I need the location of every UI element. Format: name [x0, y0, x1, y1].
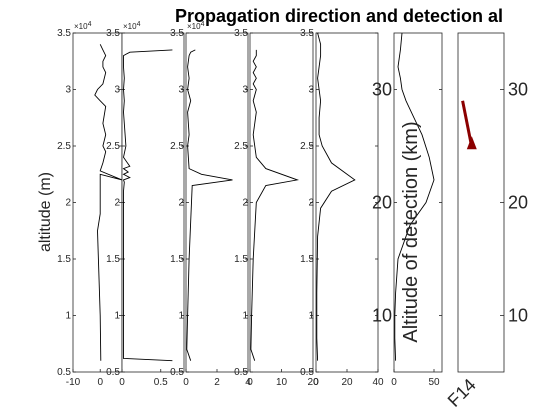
- profile-line: [94, 44, 123, 361]
- x-tick-label: 20: [341, 377, 353, 388]
- x-tick-label: -10: [66, 377, 81, 388]
- y-tick-label: 1: [114, 311, 120, 322]
- x-tick-label: 20: [307, 377, 319, 388]
- y-axis-label: altitude (m): [37, 172, 54, 252]
- y-tick-label: 1.5: [170, 254, 184, 265]
- panel-frame: [185, 32, 249, 373]
- panel-frame: [457, 32, 505, 373]
- profile-line: [186, 49, 233, 361]
- chart-title: Propagation direction and detection al: [175, 6, 503, 26]
- y-tick-label: 1: [65, 311, 71, 322]
- y-tick-label: 1.5: [300, 254, 314, 265]
- y-tick-label: 2.5: [234, 141, 248, 152]
- x-tick-label: 4: [245, 377, 251, 388]
- y-tick-label: 3: [242, 85, 248, 96]
- profile-line: [394, 32, 435, 361]
- x-tick-label: 0: [97, 377, 103, 388]
- y-exponent: ×104: [74, 21, 92, 31]
- y-tick-label: 3.5: [300, 28, 314, 39]
- y-tick-label: 3: [114, 85, 120, 96]
- detection-axis-label: Altitude of detection (km): [400, 121, 422, 342]
- y-tick-label: 1.5: [57, 254, 71, 265]
- panel-frame: [121, 32, 185, 373]
- y-tick-label-right: 20: [508, 193, 528, 213]
- x-tick-label: 10: [276, 377, 288, 388]
- y-exponent: ×104: [187, 21, 205, 31]
- x-tick-label: 40: [372, 377, 384, 388]
- direction-arrow: [461, 100, 474, 148]
- panel-frame: [315, 32, 379, 373]
- x-tick-label: 0: [119, 377, 125, 388]
- y-tick-label: 0.5: [106, 367, 120, 378]
- y-tick-label: 30: [372, 80, 392, 100]
- y-tick-label: 10: [372, 306, 392, 326]
- y-tick-label: 3: [178, 85, 184, 96]
- y-tick-label: 0.5: [300, 367, 314, 378]
- y-tick-label: 2: [178, 198, 184, 209]
- panel-6: 10 20 30 0 50 Altitude of detection (km): [372, 32, 443, 388]
- y-tick-label: 1.5: [234, 254, 248, 265]
- y-tick-label: 2.5: [300, 141, 314, 152]
- y-exponent: ×104: [123, 21, 141, 31]
- x-tick-label: 0.5: [154, 377, 168, 388]
- y-tick-label: 3.5: [170, 28, 184, 39]
- x-tick-label: 2: [214, 377, 220, 388]
- y-tick-label-right: 30: [508, 80, 528, 100]
- x-tick-label: 0: [313, 377, 319, 388]
- panel-5: 0.511.522.533.50 20 40: [300, 28, 384, 388]
- panel-7: 10 20 30 F14: [444, 32, 528, 411]
- y-tick-label: 2: [65, 198, 71, 209]
- y-tick-label: 1: [178, 311, 184, 322]
- y-tick-label: 1: [242, 311, 248, 322]
- profile-line: [122, 49, 173, 362]
- y-tick-label: 3.5: [106, 28, 120, 39]
- y-tick-label: 3.5: [57, 28, 71, 39]
- y-tick-label: 2.5: [106, 141, 120, 152]
- x-tick-label: 0: [391, 377, 397, 388]
- panel-4: 0.511.522.533.50 10 20: [234, 28, 319, 388]
- y-tick-label: 3.5: [234, 28, 248, 39]
- profile-line: [250, 49, 300, 361]
- direction-arrow-head: [466, 136, 477, 150]
- profile-line: [316, 32, 356, 361]
- y-tick-label: 2.5: [170, 141, 184, 152]
- y-tick-label: 2: [242, 198, 248, 209]
- y-tick-label: 2.5: [57, 141, 71, 152]
- x-tick-label: 50: [428, 377, 440, 388]
- x-tick-label: 0: [183, 377, 189, 388]
- y-tick-label: 3: [65, 85, 71, 96]
- y-tick-label: 2: [308, 198, 314, 209]
- panel-1: 0.511.522.533.5×104-10 0: [57, 21, 123, 388]
- y-tick-label: 2: [114, 198, 120, 209]
- y-tick-label: 1: [308, 311, 314, 322]
- x-tick-label: F14: [444, 375, 480, 411]
- y-tick-label: 0.5: [234, 367, 248, 378]
- y-tick-label: 1.5: [106, 254, 120, 265]
- x-tick-label: 0: [247, 377, 253, 388]
- y-tick-label: 20: [372, 193, 392, 213]
- y-tick-label: 0.5: [170, 367, 184, 378]
- panel-frame: [249, 32, 314, 373]
- y-tick-label: 3: [308, 85, 314, 96]
- y-tick-label-right: 10: [508, 306, 528, 326]
- y-tick-label: 0.5: [57, 367, 71, 378]
- panels: 0.511.522.533.5×104-10 00.511.522.533.5×1…: [57, 21, 528, 411]
